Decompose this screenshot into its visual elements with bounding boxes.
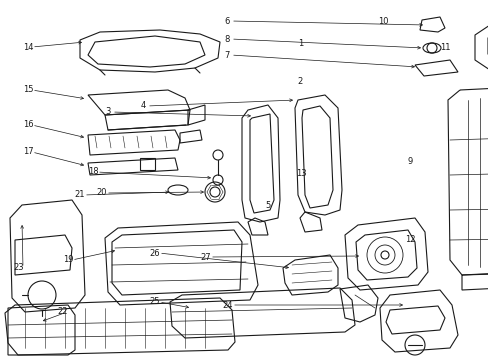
Text: 12: 12 [404, 235, 414, 244]
Text: 18: 18 [87, 167, 98, 176]
Text: 6: 6 [224, 17, 229, 26]
Text: 4: 4 [140, 102, 145, 111]
Text: 10: 10 [377, 18, 387, 27]
Text: 19: 19 [62, 256, 73, 265]
Text: 17: 17 [22, 148, 33, 157]
Text: 2: 2 [297, 77, 302, 86]
Text: 3: 3 [105, 108, 110, 117]
Text: 13: 13 [295, 170, 305, 179]
Text: 20: 20 [97, 189, 107, 198]
Text: 16: 16 [22, 121, 33, 130]
Text: 22: 22 [58, 307, 68, 316]
Text: 26: 26 [149, 248, 160, 257]
Text: 27: 27 [200, 252, 211, 261]
Text: 23: 23 [14, 264, 24, 273]
Text: 25: 25 [149, 297, 160, 306]
Text: 8: 8 [224, 35, 229, 44]
Text: 21: 21 [75, 190, 85, 199]
Text: 11: 11 [439, 44, 449, 53]
Text: 14: 14 [23, 42, 33, 51]
Text: 7: 7 [224, 50, 229, 59]
Text: 24: 24 [223, 301, 233, 310]
Text: 1: 1 [298, 39, 303, 48]
Text: 15: 15 [23, 85, 33, 94]
Text: 5: 5 [265, 202, 270, 211]
Text: 9: 9 [407, 157, 412, 166]
